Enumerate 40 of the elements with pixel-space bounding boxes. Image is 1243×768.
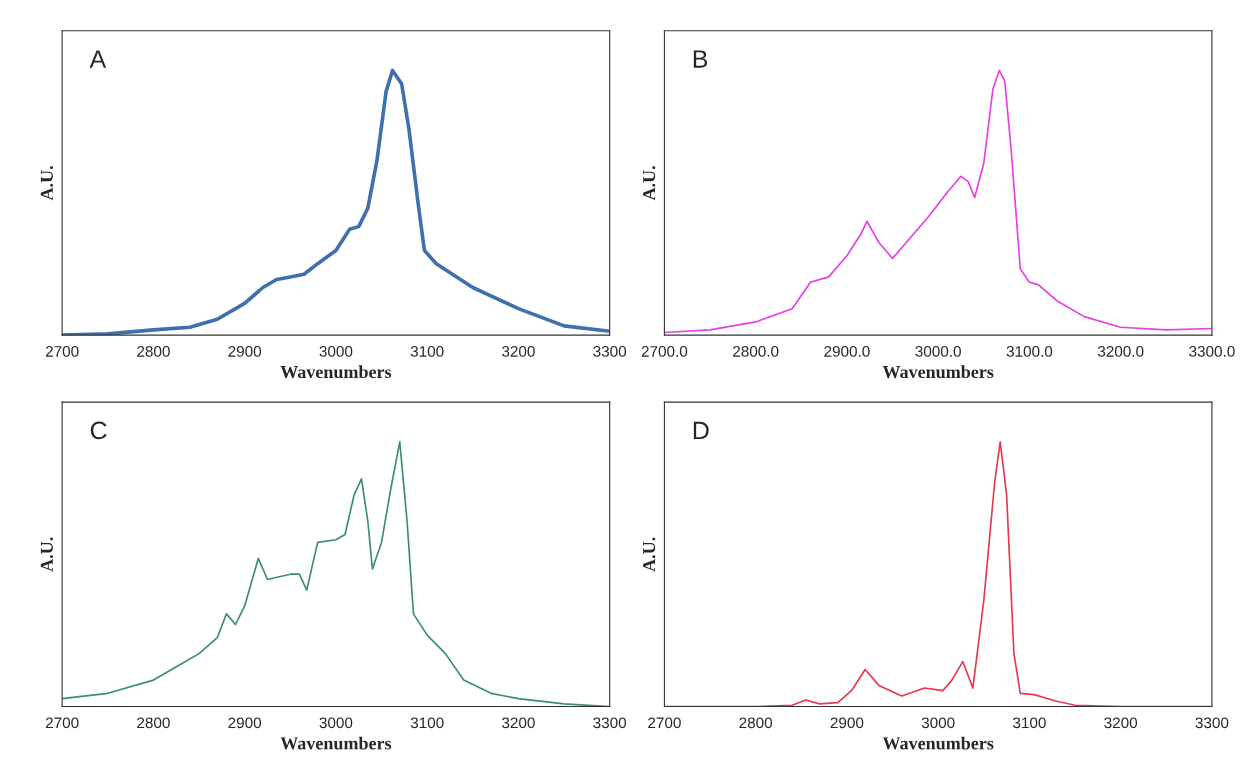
y-axis-title: A.U. <box>40 166 54 201</box>
x-axis-title: Wavenumbers <box>882 736 994 750</box>
text: D <box>693 421 709 440</box>
text: A <box>89 50 107 68</box>
x-axis-title: Wavenumbers <box>280 365 392 379</box>
x-tick-label: 3000 <box>319 717 353 729</box>
x-tick-label: 2900 <box>228 345 262 357</box>
x-tick-label: 3300 <box>593 345 627 357</box>
x-tick-label: 3100 <box>410 345 444 357</box>
text: C <box>90 421 107 440</box>
x-tick-label: 3200 <box>502 717 535 729</box>
x-tick-label: 2800 <box>137 717 170 729</box>
x-axis-title: Wavenumbers <box>882 365 994 379</box>
y-axis-title: A.U. <box>643 166 656 201</box>
x-tick-label: 2700 <box>45 717 79 729</box>
x-tick-label: 3000 <box>921 717 955 729</box>
x-tick-label: 3300 <box>1195 717 1229 729</box>
text: B <box>693 50 708 68</box>
y-axis-title: A.U. <box>40 537 54 572</box>
x-tick-label: 3100 <box>1013 717 1046 729</box>
x-tick-label: 2800 <box>137 345 170 357</box>
x-axis-title: Wavenumbers <box>280 736 392 750</box>
x-tick-label: 2800.0 <box>733 345 779 357</box>
x-tick-label: 2900 <box>228 717 262 729</box>
x-tick-label: 2700 <box>45 345 79 357</box>
x-tick-label: 2700.0 <box>641 345 688 357</box>
x-tick-label: 3000 <box>319 345 353 357</box>
x-tick-label: 2800 <box>739 717 773 729</box>
x-tick-label: 3300.0 <box>1189 345 1235 357</box>
x-tick-label: 2700 <box>648 717 681 729</box>
x-tick-label: 3100.0 <box>1006 345 1053 357</box>
x-tick-label: 3200 <box>502 345 535 357</box>
y-axis-title: A.U. <box>643 537 656 572</box>
x-tick-label: 2900 <box>830 717 864 729</box>
x-tick-label: 3100 <box>410 717 444 729</box>
x-tick-label: 3300 <box>593 717 627 729</box>
x-tick-label: 2900.0 <box>824 345 870 357</box>
x-tick-label: 3200.0 <box>1097 345 1144 357</box>
x-tick-label: 3200 <box>1104 717 1138 729</box>
x-tick-label: 3000.0 <box>915 345 961 357</box>
